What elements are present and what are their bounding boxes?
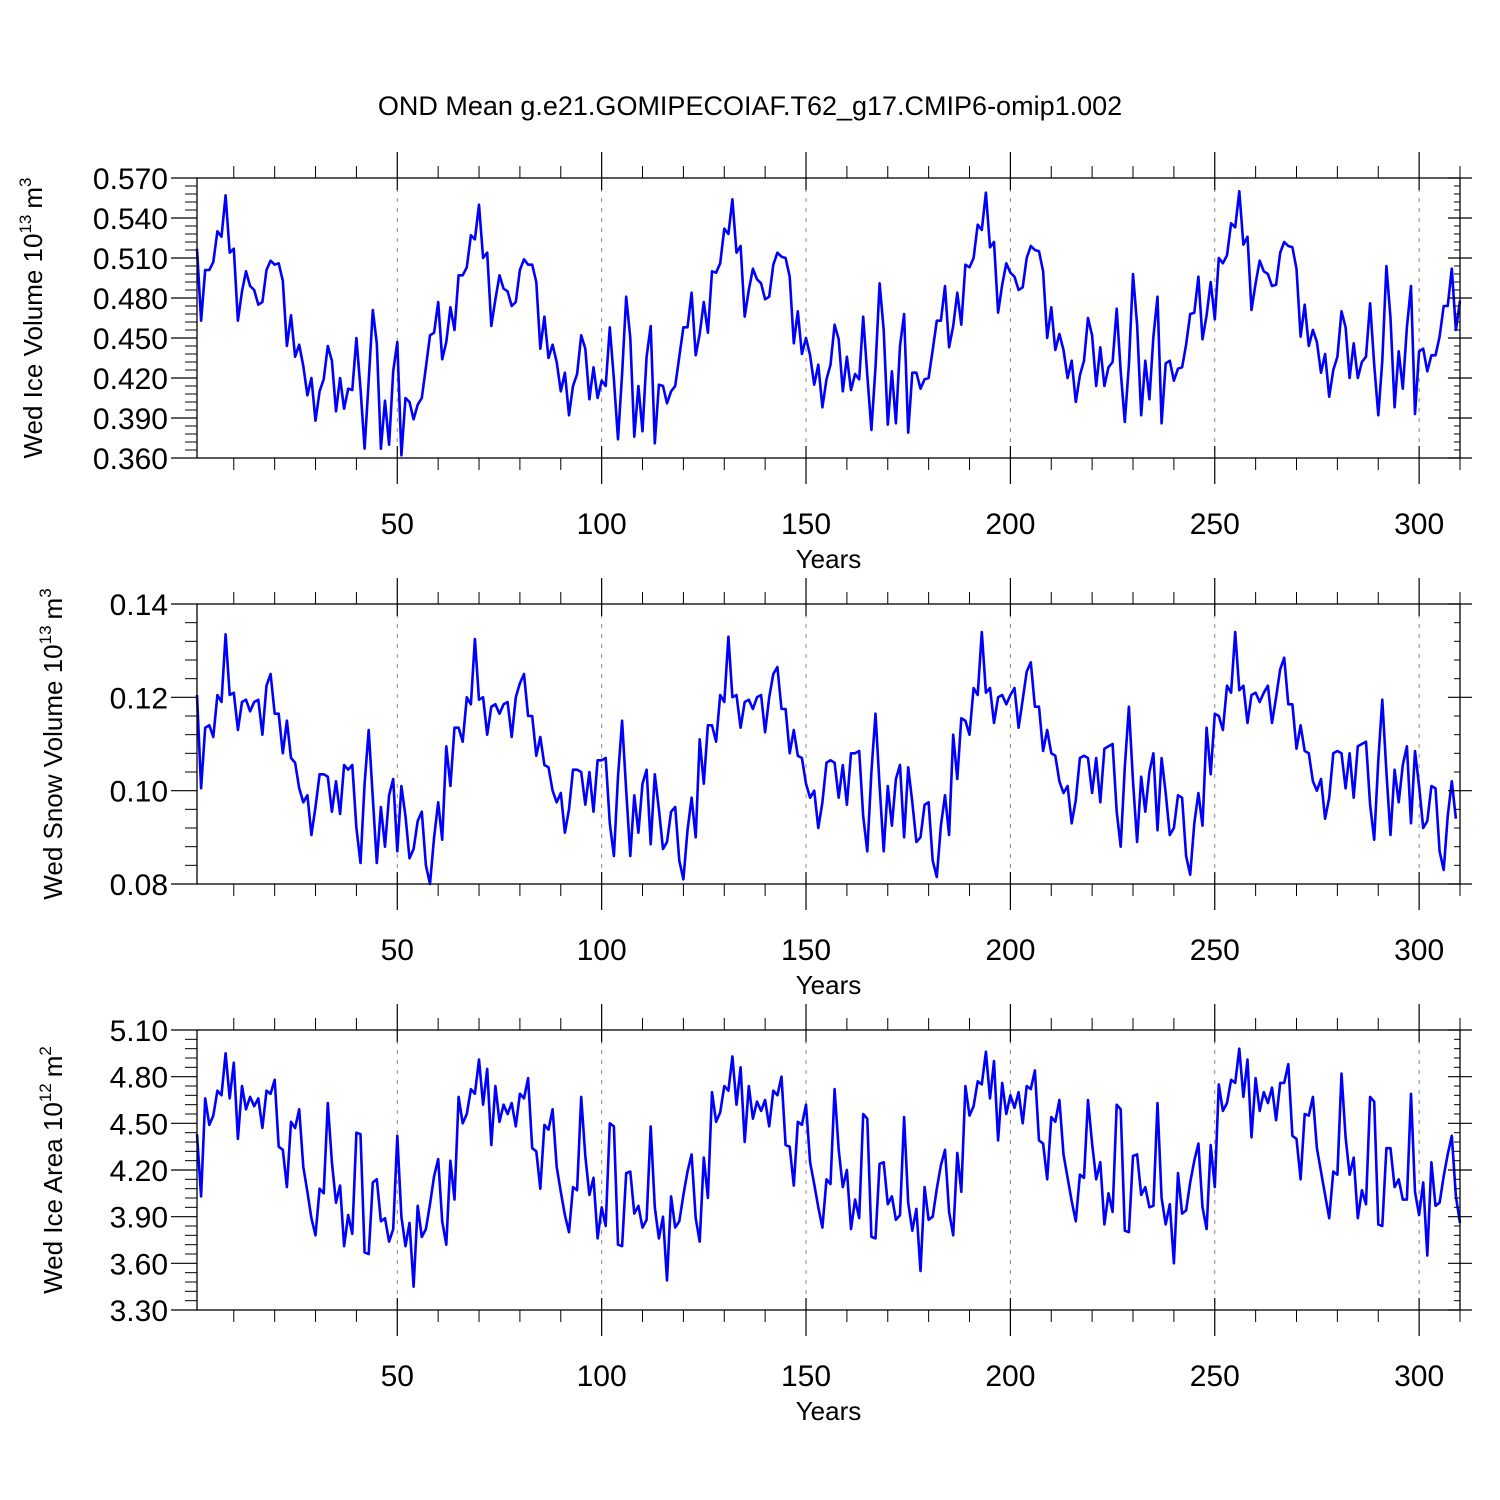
x-tick-label: 50	[381, 508, 414, 541]
x-tick-label: 100	[577, 1360, 627, 1393]
x-axis-title: Years	[796, 970, 862, 1000]
x-tick-label: 300	[1394, 508, 1444, 541]
chart-panels: 0.360 0.390 0.420 0.450 0.480 0.510 0.540 0.570…	[16, 152, 1472, 1426]
y-axis-title-unit-exponent: 2	[36, 1046, 55, 1055]
y-tick-label: 0.420	[93, 363, 168, 396]
y-axis-title-unit: m	[38, 1056, 68, 1078]
y-axis-title: Wed Snow Volume 1013 m3	[36, 588, 68, 899]
y-axis-title-main: Wed Ice Volume 10	[18, 234, 48, 459]
y-tick-label: 4.50	[110, 1108, 168, 1141]
y-axis-title-exponent: 13	[16, 215, 35, 234]
x-tick-label: 50	[381, 1360, 414, 1393]
y-tick-label: 0.540	[93, 203, 168, 236]
data-series-line	[195, 1047, 1462, 1288]
y-tick-label: 0.390	[93, 403, 168, 436]
y-tick-label: 0.450	[93, 323, 168, 356]
y-axis-title: Wed Ice Volume 1013 m3	[16, 177, 48, 458]
x-tick-label: 200	[985, 934, 1035, 967]
x-tick-label: 300	[1394, 1360, 1444, 1393]
chart-panel-1: 0.360 0.390 0.420 0.450 0.480 0.510 0.540 0.570…	[16, 152, 1472, 574]
x-tick-label: 100	[577, 934, 627, 967]
y-axis-title-unit: m	[18, 187, 48, 209]
y-axis-title: Wed Ice Area 1012 m2	[36, 1046, 68, 1294]
x-tick-label: 50	[381, 934, 414, 967]
x-tick-label: 150	[781, 508, 831, 541]
x-tick-label: 150	[781, 934, 831, 967]
x-tick-label: 250	[1190, 934, 1240, 967]
x-tick-label: 200	[985, 508, 1035, 541]
y-axis-title-main: Wed Snow Volume 10	[38, 644, 68, 899]
y-tick-label: 0.14	[110, 589, 168, 622]
y-tick-label: 4.20	[110, 1155, 168, 1188]
y-axis-title-unit: m	[38, 598, 68, 620]
y-axis-title-unit-exponent: 3	[36, 588, 55, 597]
x-axis-title: Years	[796, 544, 862, 574]
plot-frame	[196, 177, 1461, 459]
x-tick-label: 300	[1394, 934, 1444, 967]
figure-title: OND Mean g.e21.GOMIPECOIAF.T62_g17.CMIP6…	[378, 91, 1122, 121]
x-tick-label: 100	[577, 508, 627, 541]
x-axis-title: Years	[796, 1396, 862, 1426]
data-series-line	[195, 630, 1458, 886]
y-tick-label: 3.90	[110, 1202, 168, 1235]
x-tick-label: 250	[1190, 508, 1240, 541]
plot-frame	[196, 1029, 1461, 1311]
y-tick-label: 3.30	[110, 1295, 168, 1328]
data-series-line	[195, 190, 1462, 457]
y-tick-label: 0.08	[110, 869, 168, 902]
y-tick-label: 0.10	[110, 776, 168, 809]
x-tick-label: 250	[1190, 1360, 1240, 1393]
chart-panel-3: 3.30 3.60 3.90 4.20 4.50 4.80 5.10 50 100 150 200 2…	[36, 1004, 1472, 1426]
y-axis-title-exponent: 12	[36, 1083, 55, 1102]
y-tick-label: 0.480	[93, 283, 168, 316]
y-tick-label: 0.570	[93, 163, 168, 196]
y-tick-label: 0.360	[93, 443, 168, 476]
plot-frame	[196, 603, 1461, 885]
x-tick-label: 200	[985, 1360, 1035, 1393]
chart-panel-2: 0.08 0.10 0.12 0.14 50 100 150 200 250 300 Years We…	[36, 578, 1472, 1000]
y-tick-label: 0.12	[110, 682, 168, 715]
y-axis-title-unit-exponent: 3	[16, 177, 35, 186]
y-tick-label: 4.80	[110, 1062, 168, 1095]
y-axis-title-exponent: 13	[36, 625, 55, 644]
y-axis-title-main: Wed Ice Area 10	[38, 1102, 68, 1294]
y-tick-label: 5.10	[110, 1015, 168, 1048]
y-tick-label: 0.510	[93, 243, 168, 276]
x-tick-label: 150	[781, 1360, 831, 1393]
y-tick-label: 3.60	[110, 1248, 168, 1281]
